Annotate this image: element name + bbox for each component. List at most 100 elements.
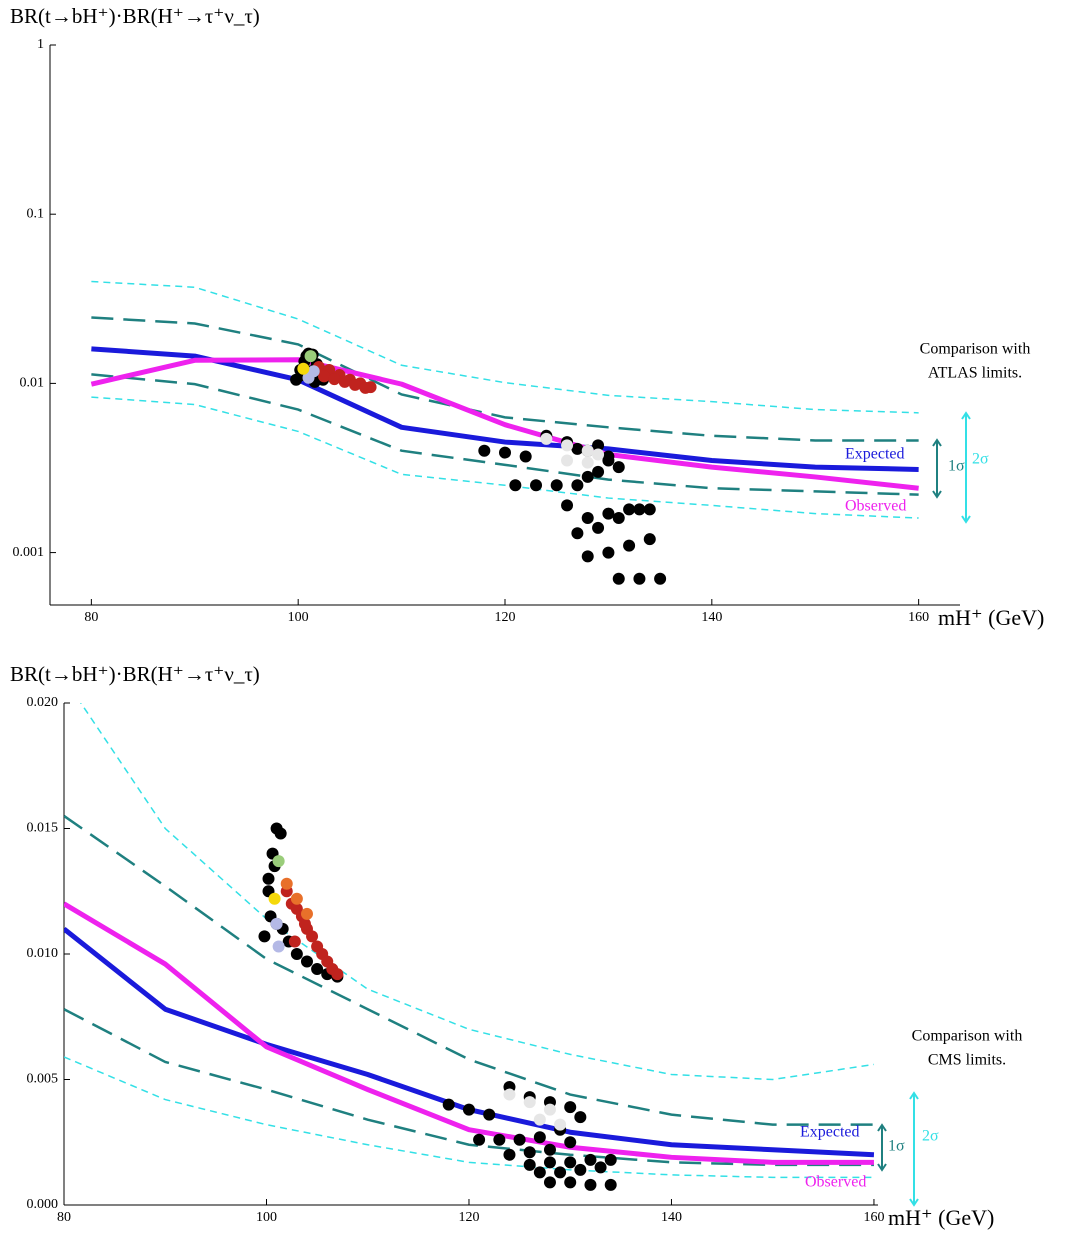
scatter-point (581, 550, 594, 563)
scatter-point (503, 1088, 516, 1101)
scatter-point (483, 1108, 496, 1121)
scatter-point (533, 1131, 546, 1144)
scatter-point (280, 877, 293, 890)
scatter-point (349, 378, 362, 391)
scatter-point (564, 1176, 577, 1189)
scatter-point (592, 521, 605, 534)
x-tick-label: 140 (701, 610, 722, 625)
y-tick-label: 0.010 (27, 946, 59, 961)
bracket-arrow (961, 411, 971, 524)
scatter-point (523, 1096, 536, 1109)
scatter-point (509, 479, 522, 492)
scatter-point (623, 539, 636, 552)
scatter-point (290, 892, 303, 905)
scatter-point (311, 963, 324, 976)
band-lower (64, 1056, 874, 1179)
scatter-point (571, 442, 584, 455)
scatter-point (602, 546, 615, 559)
scatter-point (533, 1113, 546, 1126)
scatter-point (581, 456, 594, 469)
scatter-point (543, 1156, 556, 1169)
band-lower (91, 396, 919, 519)
x-tick-label: 120 (458, 1210, 479, 1225)
scatter-point (530, 479, 543, 492)
band-label: 1σ (888, 1138, 905, 1155)
y-tick-label: 0.000 (27, 1197, 59, 1212)
scatter-point (633, 503, 646, 516)
annotation: ATLAS limits. (928, 365, 1022, 382)
scatter-point (462, 1103, 475, 1116)
bracket-arrow (877, 1123, 887, 1172)
series-label: Observed (845, 498, 906, 515)
scatter-point (581, 512, 594, 525)
scatter-point (499, 446, 511, 459)
scatter-point (643, 533, 656, 546)
series-label: Expected (800, 1124, 860, 1141)
scatter-point (550, 479, 563, 492)
scatter-point (571, 479, 584, 492)
plot-area (64, 703, 875, 1191)
scatter-point (307, 365, 320, 378)
scatter-point (519, 450, 532, 463)
scatter-point (328, 373, 341, 386)
scatter-point (523, 1158, 536, 1171)
scatter-point (533, 1166, 546, 1179)
scatter-point (561, 454, 574, 467)
scatter-point (503, 1148, 516, 1161)
scatter-point (300, 955, 313, 968)
scatter-point (493, 1133, 506, 1146)
scatter-point (359, 381, 372, 394)
scatter-point (442, 1098, 455, 1111)
scatter-point (623, 503, 636, 516)
scatter-point (602, 454, 615, 467)
y-axis-label: BR(t→bH⁺)·BR(H⁺→τ⁺ν_τ) (10, 662, 260, 686)
scatter-point (592, 465, 605, 478)
scatter-point (561, 439, 574, 452)
scatter-point (554, 1118, 567, 1131)
scatter-point (574, 1163, 587, 1176)
series-line (64, 926, 875, 1158)
scatter-point (592, 448, 605, 461)
x-tick-label: 80 (57, 1210, 71, 1225)
y-tick-label: 0.005 (27, 1072, 59, 1087)
scatter-point (612, 572, 625, 585)
scatter-point (612, 512, 625, 525)
scatter-point (633, 572, 646, 585)
scatter-point (543, 1143, 556, 1156)
band-upper (79, 703, 875, 1081)
scatter-point (306, 930, 319, 943)
scatter-point (262, 872, 275, 885)
band-upper (64, 814, 874, 1126)
band-label: 1σ (948, 458, 965, 475)
scatter-point (318, 370, 331, 383)
series-line (91, 346, 919, 472)
x-tick-label: 160 (908, 610, 929, 625)
y-tick-label: 0.015 (27, 821, 59, 836)
x-axis-label: mH⁺ (GeV) (938, 605, 1044, 630)
y-tick-label: 0.1 (27, 206, 45, 221)
scatter-point (564, 1136, 577, 1149)
bracket-arrow (932, 438, 942, 499)
scatter-point (584, 1178, 597, 1191)
y-tick-label: 0.001 (13, 545, 45, 560)
x-tick-label: 100 (256, 1210, 277, 1225)
y-tick-label: 0.020 (27, 695, 59, 710)
x-tick-label: 100 (288, 610, 309, 625)
scatter-point (602, 507, 615, 520)
series-label: Observed (805, 1174, 866, 1191)
annotation: CMS limits. (928, 1052, 1006, 1069)
scatter-point (478, 444, 491, 457)
scatter-point (594, 1161, 607, 1174)
scatter-point (574, 1111, 587, 1124)
annotation: Comparison with (920, 341, 1031, 358)
scatter-point (290, 948, 303, 960)
chart: 0.000 0.005 0.010 0.015 0.020 80 100 120 140 160 B… (10, 662, 1022, 1230)
scatter-point (331, 968, 344, 981)
scatter-point (304, 350, 317, 363)
scatter-point (300, 907, 313, 920)
x-tick-label: 120 (495, 610, 516, 625)
scatter-point (513, 1133, 526, 1146)
band-upper (91, 280, 919, 414)
annotation: Comparison with (912, 1028, 1023, 1045)
scatter-point (523, 1146, 536, 1159)
